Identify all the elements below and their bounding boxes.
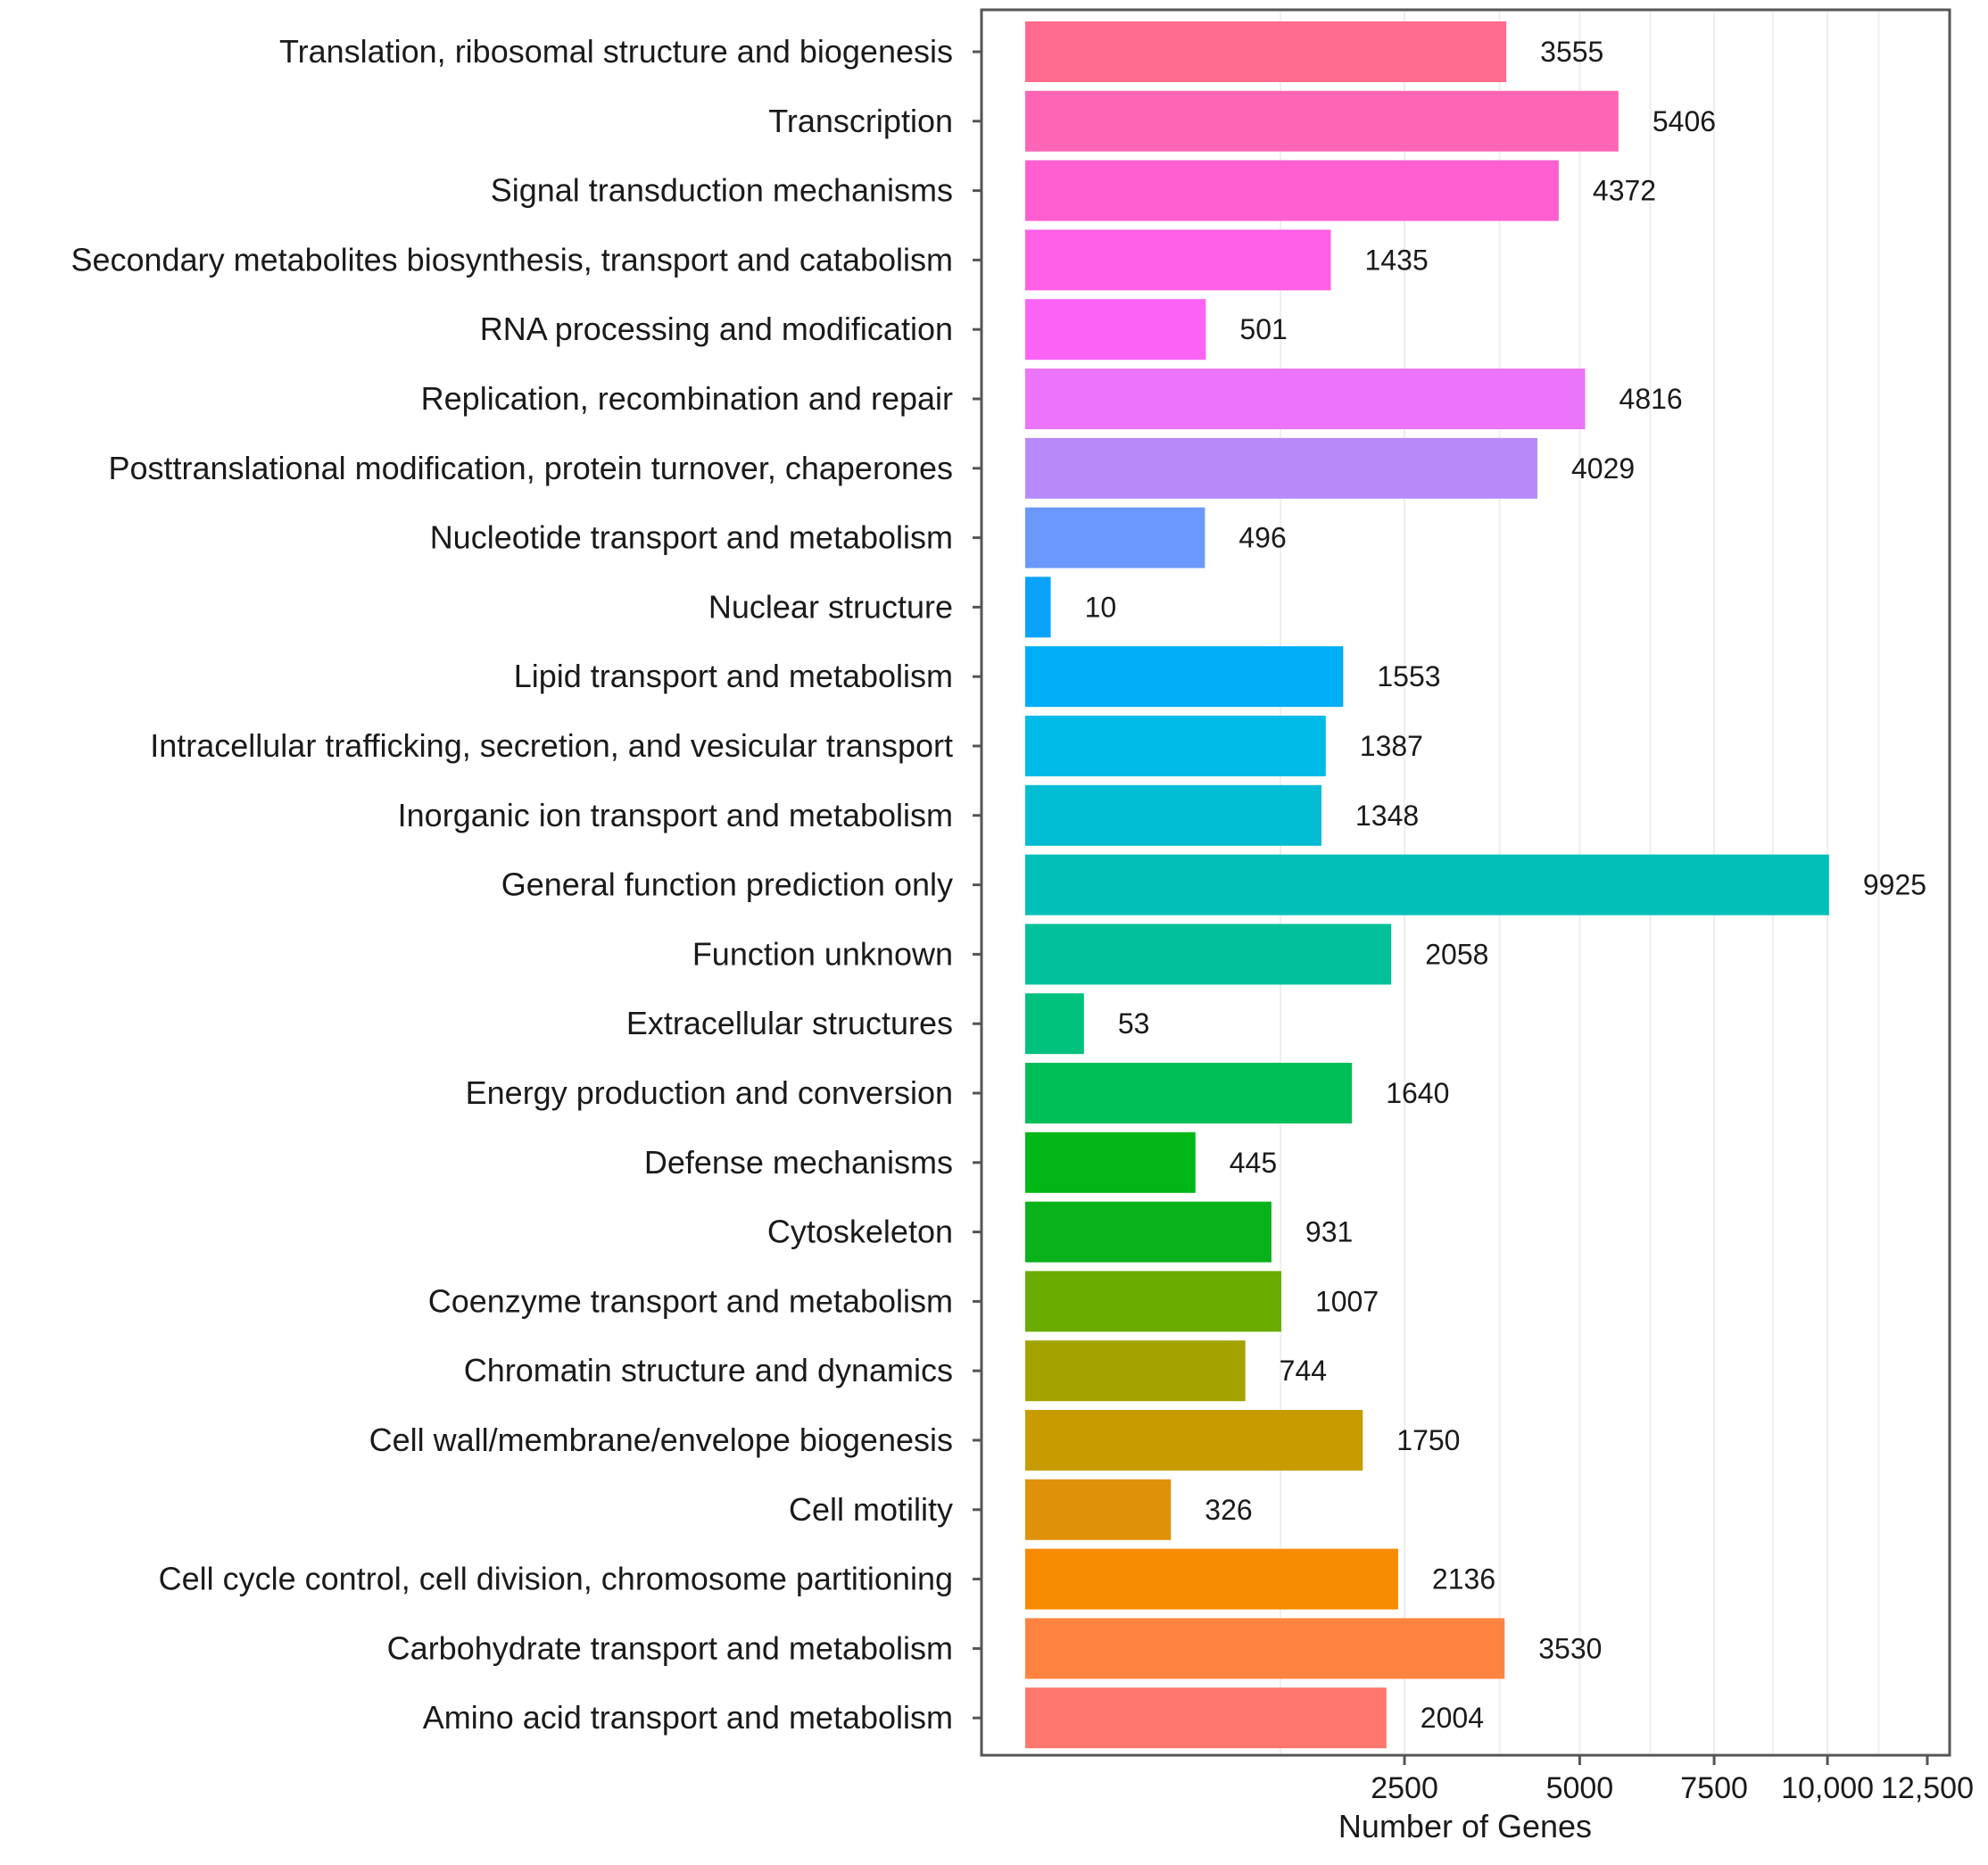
bar [1025,437,1537,499]
category-label: Replication, recombination and repair [421,380,953,417]
category-label: Inorganic ion transport and metabolism [398,797,953,833]
bar-value-label: 496 [1238,522,1286,554]
bar [1025,993,1084,1055]
category-label: Transcription [768,103,953,139]
bar [1025,90,1619,152]
x-tick-label: 10,000 [1781,1771,1874,1805]
category-label: Cell motility [789,1491,953,1528]
bar-value-label: 2136 [1432,1563,1495,1596]
category-label: Lipid transport and metabolism [514,658,953,694]
bar [1025,1410,1363,1471]
bar-value-label: 1348 [1355,800,1419,832]
category-label: Extracellular structures [626,1005,953,1041]
bar [1025,229,1331,291]
bar [1025,1340,1246,1402]
x-axis-title: Number of Genes [1338,1808,1592,1844]
bar-value-label: 2004 [1421,1702,1484,1734]
bar-value-label: 9925 [1863,869,1926,901]
bars-layer: 3555 5406 4372 1435 501 4816 4029 496 10 1553 1387… [1025,21,1926,1749]
category-label: Cell cycle control, cell division, chrom… [159,1561,953,1597]
bar-value-label: 1553 [1377,660,1440,692]
bar [1025,1548,1398,1610]
category-label: Nucleotide transport and metabolism [430,519,953,556]
bar-value-label: 10 [1085,591,1117,623]
bar-value-label: 1750 [1396,1424,1460,1456]
bar [1025,716,1326,776]
bar [1025,784,1322,846]
bar-value-label: 53 [1118,1007,1150,1040]
category-label: Secondary metabolites biosynthesis, tran… [70,241,953,278]
bar [1025,1063,1353,1123]
bar [1025,369,1586,429]
category-label: Carbohydrate transport and metabolism [387,1629,953,1666]
bar [1025,924,1392,985]
x-tick-label: 5000 [1546,1771,1614,1805]
bar [1025,160,1559,221]
bar-value-label: 445 [1230,1147,1277,1179]
category-label: RNA processing and modification [480,311,953,347]
category-label: Posttranslational modification, protein … [108,450,953,486]
bar-value-label: 1007 [1315,1285,1379,1317]
bar-value-label: 326 [1205,1494,1252,1526]
category-label: Signal transduction mechanisms [491,172,953,209]
category-label: Defense mechanisms [644,1144,953,1181]
bar-value-label: 501 [1239,313,1287,345]
category-label: Translation, ribosomal structure and bio… [279,33,953,70]
bar [1025,576,1051,638]
category-label: General function prediction only [501,866,953,903]
bar [1025,646,1344,708]
category-label: Nuclear structure [708,588,953,625]
bar-value-label: 3530 [1538,1632,1602,1664]
x-tick-label: 2500 [1371,1771,1438,1805]
bar [1025,507,1205,568]
bar [1025,1131,1196,1193]
bar [1025,854,1829,916]
bar [1025,299,1206,361]
bar-value-label: 2058 [1425,938,1488,970]
category-label: Function unknown [692,935,953,972]
bar-value-label: 744 [1280,1355,1327,1387]
bar-value-label: 4029 [1571,452,1635,485]
bar-value-label: 1640 [1386,1077,1449,1109]
bar [1025,1687,1387,1749]
plot-frame [980,8,1951,1757]
category-label: Intracellular trafficking, secretion, an… [150,727,953,764]
bar-value-label: 931 [1305,1216,1353,1248]
bar [1025,1479,1172,1540]
x-tick-label: 12,500 [1881,1771,1974,1805]
bar [1025,1618,1505,1679]
bar-value-label: 5406 [1653,105,1716,137]
bar-value-label: 1387 [1360,730,1423,762]
x-tick-label: 7500 [1680,1771,1748,1805]
bar [1025,21,1507,82]
category-label: Energy production and conversion [466,1074,953,1111]
bar-value-label: 1435 [1365,244,1429,276]
bar [1025,1271,1281,1332]
category-label: Cytoskeleton [767,1214,953,1250]
category-label: Cell wall/membrane/envelope biogenesis [369,1422,953,1458]
category-label: Amino acid transport and metabolism [423,1699,953,1736]
bar-value-label: 3555 [1540,36,1603,68]
x-axis: 2500 5000 7500 10,000 12,500 [1371,1755,1974,1805]
y-axis: Translation, ribosomal structure and bio… [70,33,982,1736]
category-label: Chromatin structure and dynamics [464,1352,953,1388]
category-label: Coenzyme transport and metabolism [428,1282,953,1319]
bar-value-label: 4816 [1619,383,1683,415]
bar-value-label: 4372 [1593,175,1656,207]
bar [1025,1201,1271,1263]
